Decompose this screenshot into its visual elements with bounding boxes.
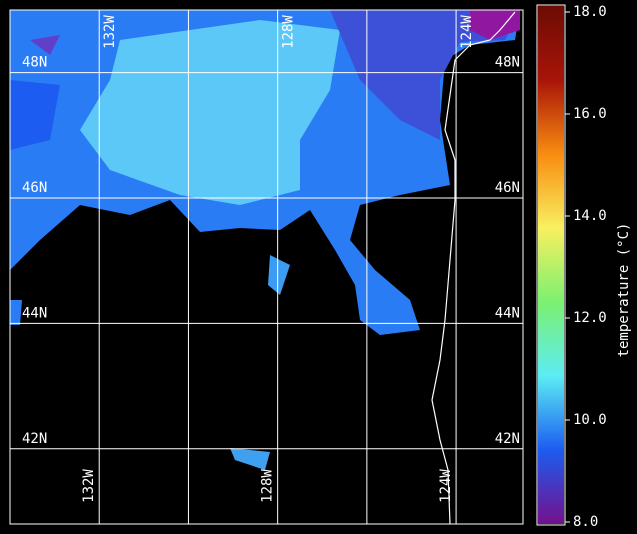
lon-label: 124W: [459, 15, 475, 49]
lat-label: 46N: [22, 180, 47, 196]
lat-label: 44N: [495, 305, 520, 321]
sea-region: [30, 35, 60, 55]
colorbar-tick-label: 14.0: [573, 208, 607, 224]
sea-region: [80, 20, 340, 205]
map-frame: [9, 9, 524, 525]
colorbar-tick-label: 18.0: [573, 4, 607, 20]
lat-label: 46N: [495, 180, 520, 196]
colorbar: [538, 6, 564, 524]
lon-label: 128W: [260, 469, 276, 503]
sea-region: [10, 80, 60, 150]
lat-label: 42N: [495, 431, 520, 447]
colorbar-tick-label: 8.0: [573, 514, 598, 530]
lon-label: 124W: [438, 469, 454, 503]
colorbar-label: temperature (°C): [616, 223, 632, 358]
colorbar-tick-label: 12.0: [573, 310, 607, 326]
lat-label: 42N: [22, 431, 47, 447]
colorbar-frame: [536, 4, 566, 526]
sea-region: [268, 255, 290, 295]
lat-label: 48N: [22, 55, 47, 71]
lon-label: 128W: [281, 15, 297, 49]
colorbar-tick-label: 16.0: [573, 106, 607, 122]
sea-region: [230, 448, 270, 470]
lon-label: 132W: [81, 469, 97, 503]
sea-region: [470, 10, 520, 40]
sst-imagery: [10, 10, 520, 470]
lat-label: 48N: [495, 55, 520, 71]
colorbar-tick-label: 10.0: [573, 412, 607, 428]
lon-label: 132W: [102, 15, 118, 49]
coastline: [431, 11, 516, 525]
sea-region: [10, 300, 22, 325]
sea-region: [330, 10, 520, 140]
lat-label: 44N: [22, 305, 47, 321]
